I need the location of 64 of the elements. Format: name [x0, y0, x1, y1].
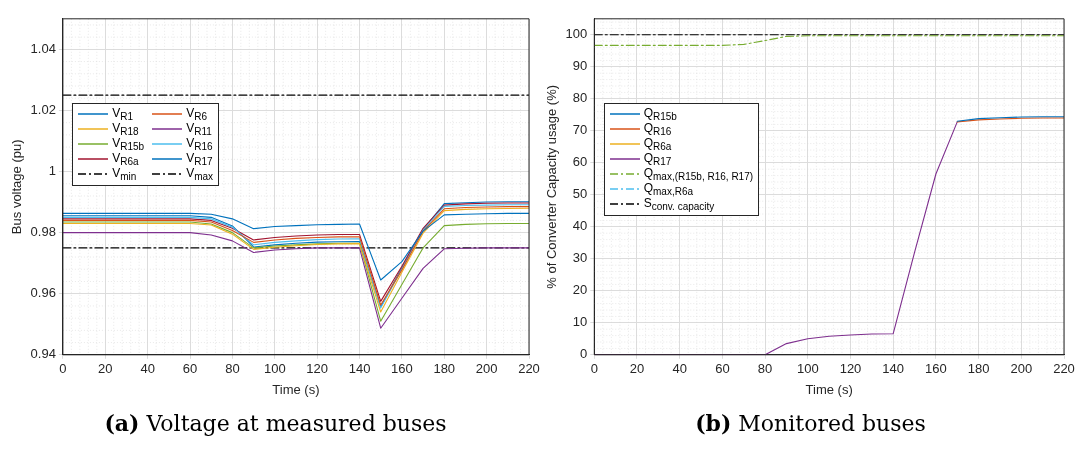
y-tick-label: 0.98	[30, 224, 56, 240]
x-tick-label: 180	[433, 361, 456, 377]
legend-label: S$_{conv. capacity}$	[643, 196, 715, 213]
x-tick-label: 160	[925, 361, 947, 377]
x-tick-label: 140	[348, 361, 371, 377]
x-axis-title: Time (s)	[272, 381, 320, 397]
legend-label: V$_{R16}$	[186, 136, 213, 153]
legend-label: V$_{max}$	[186, 166, 214, 183]
x-tick-label: 0	[590, 361, 598, 377]
legend-label: V$_{R17}$	[186, 151, 213, 168]
x-tick-label: 120	[306, 361, 328, 377]
legend-label: V$_{R11}$	[186, 121, 212, 138]
x-tick-label: 20	[98, 361, 113, 377]
legend-label: Q$_{R6a}$	[643, 136, 672, 153]
y-axis-title: % of Converter Capacity usage (%)	[544, 84, 560, 289]
x-tick-label: 160	[391, 361, 413, 377]
y-tick-label: 20	[572, 282, 588, 298]
x-tick-label: 180	[967, 361, 990, 377]
x-tick-label: 220	[1053, 361, 1075, 377]
y-tick-label: 0.96	[30, 285, 56, 301]
legend-label: V$_{R6a}$	[112, 151, 139, 168]
y-tick-label: 1.04	[30, 40, 56, 56]
y-tick-label: 90	[572, 58, 588, 74]
legend-label: V$_{R1}$	[112, 106, 134, 123]
legend-label: Q$_{R16}$	[643, 121, 672, 138]
legend-label: Q$_{R15b}$	[643, 106, 677, 123]
x-axis-title: Time (s)	[805, 381, 853, 397]
legend-label: Q$_{R17}$	[643, 151, 672, 168]
x-tick-label: 140	[882, 361, 905, 377]
x-tick-label: 200	[475, 361, 498, 377]
legend-label: Q$_{max,(R15b, R16, R17)}$	[643, 166, 754, 183]
y-tick-label: 1.02	[30, 102, 56, 118]
legend-label: V$_{R15b}$	[112, 136, 145, 153]
x-tick-label: 80	[757, 361, 773, 377]
x-tick-label: 60	[182, 361, 198, 377]
y-tick-label: 0.94	[30, 346, 56, 362]
y-tick-label: 50	[572, 186, 588, 202]
legend-label: Q$_{max,R6a}$	[643, 181, 694, 198]
text: (b) Monitored buses	[694, 410, 927, 436]
y-tick-label: 10	[572, 314, 588, 330]
x-tick-label: 60	[715, 361, 730, 377]
y-tick-label: 100	[565, 26, 588, 42]
legend-label: V$_{R6}$	[186, 106, 207, 123]
y-tick-label: 0	[580, 346, 588, 362]
y-tick-label: 60	[572, 154, 588, 170]
x-tick-label: 220	[518, 361, 540, 377]
legend-label: V$_{min}$	[112, 166, 137, 183]
x-tick-label: 80	[225, 361, 240, 377]
x-tick-label: 40	[672, 361, 687, 377]
legend-label: V$_{R18}$	[112, 121, 139, 138]
x-tick-label: 40	[140, 361, 155, 377]
y-tick-label: 80	[572, 90, 588, 106]
y-tick-label: 40	[572, 218, 588, 234]
x-tick-label: 0	[59, 361, 67, 377]
y-tick-label: 70	[572, 122, 588, 138]
x-tick-label: 200	[1010, 361, 1033, 377]
text: (a) Voltage at measured buses	[103, 410, 448, 436]
y-tick-label: 1	[48, 163, 56, 179]
x-tick-label: 100	[263, 361, 286, 377]
y-tick-label: 30	[572, 250, 588, 266]
x-tick-label: 100	[796, 361, 819, 377]
y-axis-title: Bus voltage (pu)	[9, 139, 25, 235]
x-tick-label: 120	[839, 361, 862, 377]
x-tick-label: 20	[629, 361, 645, 377]
